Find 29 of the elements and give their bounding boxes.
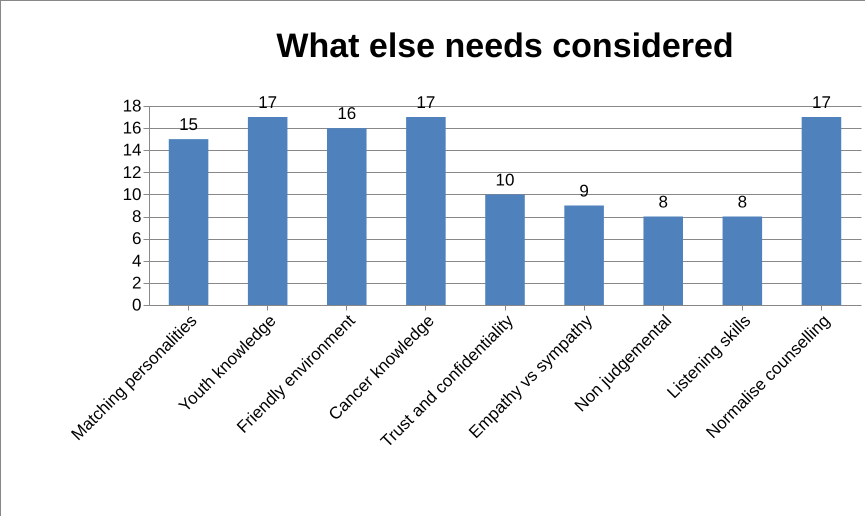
data-label: 10 xyxy=(496,170,514,190)
data-label: 17 xyxy=(258,93,278,112)
data-label: 17 xyxy=(812,93,831,112)
bar xyxy=(802,117,842,305)
bar xyxy=(485,194,525,305)
y-tick-label: 6 xyxy=(132,229,142,248)
bar xyxy=(406,117,446,305)
data-label: 15 xyxy=(179,115,198,134)
bar xyxy=(722,216,762,305)
bar xyxy=(168,139,208,305)
y-tick-label: 14 xyxy=(122,140,142,160)
y-tick-label: 10 xyxy=(122,184,142,204)
y-tick-label: 8 xyxy=(132,207,142,226)
bar xyxy=(327,128,367,305)
chart-title: What else needs considered xyxy=(276,27,734,66)
y-tick-label: 18 xyxy=(122,96,142,116)
y-tick-label: 4 xyxy=(132,251,142,270)
y-tick-label: 16 xyxy=(122,118,142,138)
bar xyxy=(643,216,683,305)
data-label: 16 xyxy=(337,104,356,124)
bar xyxy=(564,206,604,305)
data-label: 8 xyxy=(658,192,668,212)
bar xyxy=(248,117,288,305)
y-tick-label: 2 xyxy=(132,273,142,292)
data-label: 9 xyxy=(579,182,589,200)
data-label: 8 xyxy=(738,192,748,212)
data-label: 17 xyxy=(416,93,436,112)
y-tick-label: 0 xyxy=(132,296,142,314)
y-tick-label: 12 xyxy=(122,162,142,182)
